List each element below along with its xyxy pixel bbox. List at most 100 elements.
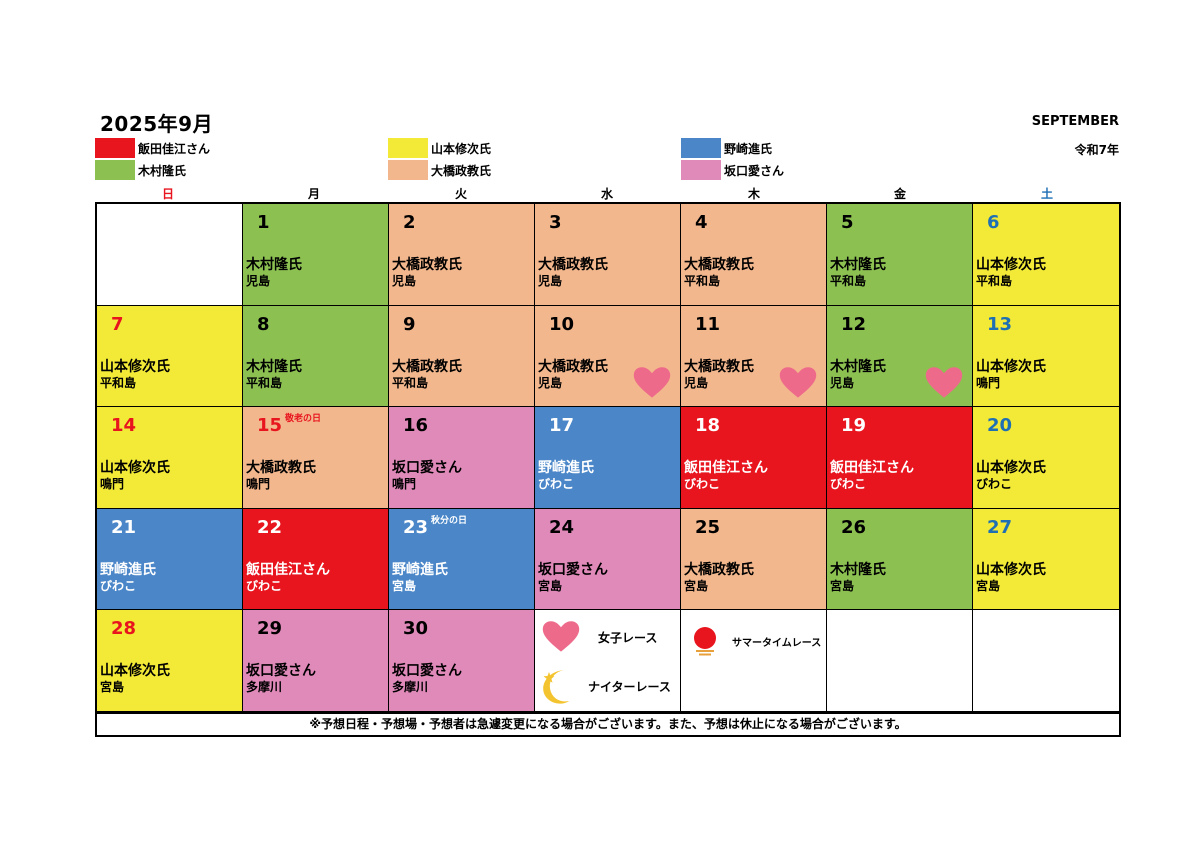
venue-name: 鳴門 <box>100 477 125 492</box>
heart-shape <box>633 367 671 398</box>
venue-name: 宮島 <box>538 578 563 593</box>
day-cell-3: 3 大橋政教氏 児島 <box>535 204 681 306</box>
venue-name: 鳴門 <box>246 477 271 492</box>
venue-name: びわこ <box>246 578 283 593</box>
legend-swatch <box>681 138 721 158</box>
venue-name: びわこ <box>976 477 1013 492</box>
predictor-name: 山本修次氏 <box>976 460 1046 477</box>
month-english: SEPTEMBER <box>1031 114 1119 129</box>
weekday-wed: 水 <box>600 187 613 201</box>
heart-shape <box>779 367 817 398</box>
day-cell-14: 14 山本修次氏 鳴門 <box>97 407 243 509</box>
calendar-title: 2025年9月 <box>100 112 214 136</box>
legend-item-iida: 飯田佳江さん <box>95 138 210 158</box>
predictor-name: 坂口愛さん <box>392 663 462 680</box>
venue-name: 鳴門 <box>392 477 417 492</box>
day-cell-18: 18 飯田佳江さん びわこ <box>681 407 827 509</box>
day-cell-11: 11 大橋政教氏 児島 <box>681 305 827 408</box>
empty-cell <box>97 204 243 306</box>
moon-star-icon <box>543 670 569 704</box>
day-cell-2: 2 大橋政教氏 児島 <box>389 204 535 306</box>
legend-item-kimura: 木村隆氏 <box>95 160 186 180</box>
heart-shape <box>925 367 963 398</box>
venue-name: 児島 <box>684 375 709 390</box>
day-number: 30 <box>403 618 429 640</box>
legend-night-race: ナイターレース <box>540 666 671 706</box>
day-number: 19 <box>841 415 867 437</box>
legend-item-nozaki: 野崎進氏 <box>681 138 772 158</box>
day-cell-7: 7 山本修次氏 平和島 <box>97 305 243 408</box>
day-number: 29 <box>257 618 283 640</box>
predictor-name: 坂口愛さん <box>392 460 462 477</box>
legend-label: 山本修次氏 <box>431 141 492 156</box>
empty-cell <box>827 610 973 712</box>
legend-label: 木村隆氏 <box>138 163 187 178</box>
predictor-name: 山本修次氏 <box>100 460 170 477</box>
venue-name: 児島 <box>246 274 271 288</box>
legend-women-label: 女子レース <box>598 630 658 645</box>
predictor-name: 飯田佳江さん <box>830 460 914 477</box>
moon-shape <box>543 670 569 704</box>
sun-circle <box>694 627 716 649</box>
day-number: 22 <box>257 516 283 538</box>
heart-shape <box>542 621 580 652</box>
day-number: 17 <box>549 415 575 437</box>
day-number: 9 <box>403 313 416 335</box>
venue-name: 宮島 <box>684 578 709 593</box>
sun-line <box>696 650 714 652</box>
day-number: 2 <box>403 212 416 233</box>
day-cell-24: 24 坂口愛さん 宮島 <box>535 508 681 611</box>
day-cell-21: 21 野崎進氏 びわこ <box>97 508 243 611</box>
day-number: 23 <box>403 516 429 538</box>
predictor-name: 木村隆氏 <box>830 561 886 578</box>
venue-name: 平和島 <box>246 375 283 390</box>
legend-night-label: ナイターレース <box>588 679 671 694</box>
predictor-name: 大橋政教氏 <box>684 257 754 273</box>
day-number: 26 <box>841 516 867 538</box>
day-number: 5 <box>841 212 854 233</box>
day-number: 28 <box>111 618 137 640</box>
legend-summer-label: サマータイムレース <box>732 637 822 649</box>
venue-name: びわこ <box>684 477 721 492</box>
predictor-name: 坂口愛さん <box>246 663 316 680</box>
day-number: 11 <box>695 313 721 335</box>
era-year: 令和7年 <box>1074 143 1119 157</box>
weekday-fri: 金 <box>893 187 906 201</box>
day-number: 18 <box>695 415 721 437</box>
star-shape <box>543 672 555 683</box>
day-cell-12: 12 木村隆氏 児島 <box>827 305 973 408</box>
venue-name: 平和島 <box>830 274 867 288</box>
empty-cell <box>973 610 1119 712</box>
predictor-name: 大橋政教氏 <box>246 460 316 477</box>
weekday-sun: 日 <box>161 187 174 201</box>
day-number: 8 <box>257 313 270 335</box>
legend-summer-race: サマータイムレース <box>692 626 821 656</box>
day-number: 6 <box>987 212 1000 233</box>
day-cell-23: 23 秋分の日 野崎進氏 宮島 <box>389 508 535 611</box>
legend-swatch <box>95 160 135 180</box>
day-cell-9: 9 大橋政教氏 平和島 <box>389 305 535 408</box>
day-cell-27: 27 山本修次氏 宮島 <box>973 508 1119 611</box>
predictor-name: 飯田佳江さん <box>246 561 330 578</box>
legend-label: 野崎進氏 <box>724 141 773 156</box>
predictor-name: 木村隆氏 <box>830 257 886 273</box>
heart-icon <box>633 367 671 398</box>
day-cell-6: 6 山本修次氏 平和島 <box>973 204 1119 306</box>
day-cell-5: 5 木村隆氏 平和島 <box>827 204 973 306</box>
day-number: 7 <box>111 313 124 335</box>
predictor-name: 大橋政教氏 <box>538 257 608 273</box>
predictor-name: 野崎進氏 <box>392 561 448 578</box>
day-number: 3 <box>549 212 562 233</box>
legend-label: 坂口愛さん <box>724 163 785 178</box>
predictor-name: 野崎進氏 <box>538 460 594 477</box>
venue-name: 平和島 <box>684 274 721 288</box>
day-cell-26: 26 木村隆氏 宮島 <box>827 508 973 611</box>
predictor-name: 山本修次氏 <box>976 358 1046 375</box>
day-cell-22: 22 飯田佳江さん びわこ <box>243 508 389 611</box>
predictor-name: 山本修次氏 <box>100 358 170 375</box>
day-number: 21 <box>111 516 137 538</box>
predictor-name: 野崎進氏 <box>100 561 156 578</box>
legend-label: 飯田佳江さん <box>138 141 211 156</box>
day-cell-10: 10 大橋政教氏 児島 <box>535 305 681 408</box>
day-number: 4 <box>695 212 708 233</box>
